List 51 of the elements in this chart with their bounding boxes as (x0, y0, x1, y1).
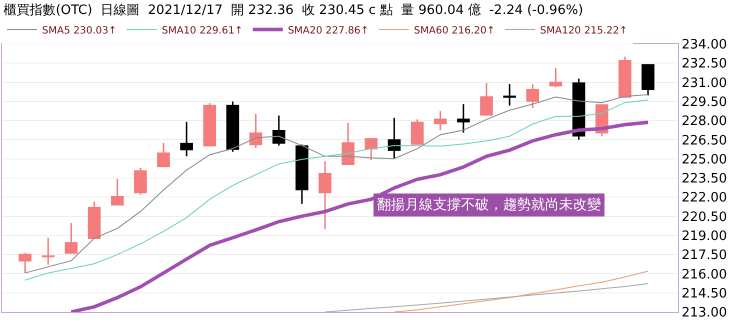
annotation: 翻揚月線支撐不破，趨勢就尚未改變 (377, 197, 601, 213)
y-tick-label: 228.00 (682, 114, 728, 130)
candlestick (434, 110, 447, 131)
y-tick-label: 213.00 (682, 306, 728, 321)
legend-label: SMA20 227.86↑ (288, 25, 369, 36)
y-tick-label: 222.00 (682, 190, 728, 206)
chart-title: 櫃買指數(OTC) 日線圖 2021/12/17 開 232.36 收 230.45 c 點 量 960.04 億 -2.24 (-0.96%) (4, 3, 584, 18)
y-tick-label: 219.00 (682, 228, 728, 244)
candlestick (18, 252, 32, 274)
candlestick (364, 137, 378, 161)
candlestick (203, 102, 216, 146)
candlestick (388, 117, 401, 160)
y-tick-label: 226.50 (682, 133, 728, 148)
candlestick (42, 236, 55, 266)
candlestick (180, 121, 193, 158)
candlestick (410, 118, 424, 145)
candlestick (618, 56, 632, 98)
candlestick (272, 114, 286, 146)
line-series (69, 120, 650, 312)
y-tick-label: 214.50 (682, 286, 728, 302)
y-tick-label: 220.50 (682, 210, 728, 225)
y-tick-label: 231.00 (682, 76, 728, 91)
legend-label: SMA10 229.61↑ (162, 25, 243, 36)
candlestick (526, 83, 540, 109)
line-series (394, 270, 649, 312)
line-series (324, 283, 649, 312)
candlestick (549, 67, 562, 88)
y-tick-label: 223.50 (682, 172, 728, 187)
candlestick (642, 64, 654, 96)
y-tick-label: 229.50 (682, 94, 728, 110)
candlestick (88, 200, 101, 239)
candlestick (503, 83, 516, 106)
y-tick-label: 217.50 (682, 248, 728, 264)
legend-label: SMA5 230.03↑ (42, 25, 117, 36)
y-tick-label: 216.00 (682, 267, 728, 282)
candlestick (64, 222, 78, 254)
candlestick (134, 167, 147, 196)
candlestick (110, 178, 124, 206)
candlestick (342, 122, 354, 165)
candlestick (296, 144, 308, 205)
y-tick-label: 232.50 (682, 56, 728, 72)
candlestick (480, 82, 493, 116)
y-tick-label: 234.00 (682, 38, 728, 53)
candlestick (457, 103, 470, 134)
candlestick (318, 160, 332, 230)
candlestick (226, 100, 240, 152)
y-tick-label: 225.00 (682, 152, 728, 168)
candlestick (157, 142, 170, 168)
candlestick (249, 113, 262, 149)
legend-label: SMA120 215.22↑ (540, 25, 628, 36)
legend-label: SMA60 216.20↑ (414, 25, 496, 36)
